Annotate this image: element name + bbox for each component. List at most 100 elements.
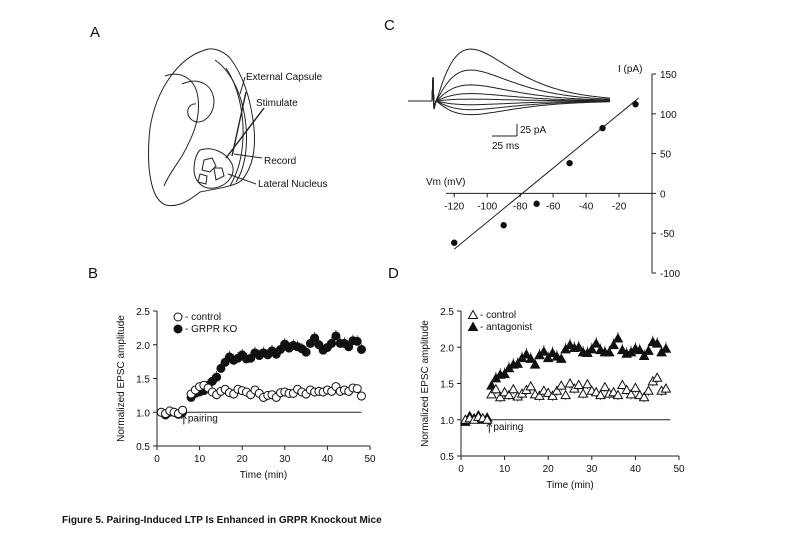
y-axis-label: Normalized EPSC amplitude bbox=[116, 315, 127, 442]
x-tick-label: -60 bbox=[546, 201, 561, 212]
data-point-control bbox=[178, 405, 188, 415]
data-point-antagonist bbox=[547, 347, 558, 358]
current-trace-5 bbox=[408, 76, 610, 110]
ltp-chart-antagonist: 0 10 20 30 40 50 0.5 1.0 1.5 2.0 2.5 Time (min) Norm… bbox=[420, 307, 685, 491]
y-tick-label: 100 bbox=[660, 110, 677, 121]
x-tick-label: -40 bbox=[579, 201, 594, 212]
y-tick-label: 2.5 bbox=[136, 307, 150, 318]
x-tick-label: -20 bbox=[612, 201, 627, 212]
data-point-grpr-ko bbox=[301, 347, 311, 357]
panel-label-b: B bbox=[88, 265, 98, 282]
x-tick-label: -100 bbox=[477, 201, 497, 212]
x-axis-label: Vm (mV) bbox=[426, 177, 465, 188]
data-point-control bbox=[503, 389, 515, 400]
iv-data-point bbox=[533, 200, 540, 207]
x-axis-label: Time (min) bbox=[546, 480, 593, 491]
y-tick-label: 0 bbox=[660, 189, 666, 200]
hippocampus-curve bbox=[181, 80, 215, 123]
legend-marker-control bbox=[173, 312, 183, 322]
x-tick-label: 0 bbox=[154, 454, 160, 465]
amygdala-outline bbox=[193, 148, 234, 189]
data-point-antagonist bbox=[634, 344, 646, 355]
current-trace-4 bbox=[408, 76, 610, 110]
label-external-capsule: External Capsule bbox=[246, 72, 323, 83]
lateral-nucleus-cells bbox=[197, 157, 225, 185]
data-point-antagonist bbox=[612, 333, 624, 343]
scale-time-label: 25 ms bbox=[492, 141, 519, 152]
legend-marker-grpr-ko bbox=[173, 324, 183, 334]
data-point-control bbox=[630, 382, 641, 392]
data-point-control bbox=[599, 381, 611, 392]
y-tick-label: 50 bbox=[660, 150, 672, 161]
y-tick-label: 1.0 bbox=[136, 408, 150, 419]
external-capsule-tract bbox=[225, 67, 244, 187]
ltp-chart-knockout: 0 10 20 30 40 50 0.5 1.0 1.5 2.0 2.5 Time (min) Norm… bbox=[116, 307, 376, 481]
x-axis-label: Time (min) bbox=[240, 470, 287, 481]
data-point-grpr-ko bbox=[216, 363, 226, 373]
brain-slice-schematic bbox=[148, 48, 265, 207]
pairing-label: pairing bbox=[493, 422, 523, 433]
scale-current-label: 25 pA bbox=[520, 125, 546, 136]
data-point-antagonist bbox=[651, 338, 663, 348]
label-record: Record bbox=[264, 156, 296, 167]
data-point-antagonist bbox=[521, 348, 532, 359]
pairing-label: pairing bbox=[188, 414, 218, 425]
data-point-control bbox=[643, 385, 654, 395]
data-point-control bbox=[638, 391, 650, 402]
current-trace-7 bbox=[408, 69, 611, 110]
data-point-antagonist bbox=[586, 343, 598, 354]
iv-data-point bbox=[451, 239, 458, 246]
y-tick-label: 1.0 bbox=[440, 416, 454, 427]
x-tick-label: 40 bbox=[322, 454, 334, 465]
data-point-control bbox=[525, 380, 537, 391]
data-point-grpr-ko bbox=[344, 342, 354, 352]
label-lateral-nucleus: Lateral Nucleus bbox=[258, 179, 327, 190]
data-point-grpr-ko bbox=[356, 344, 366, 354]
current-traces bbox=[408, 48, 611, 116]
record-electrode bbox=[231, 91, 247, 157]
data-point-control bbox=[564, 377, 576, 388]
data-point-antagonist bbox=[525, 353, 537, 363]
data-point-antagonist bbox=[529, 359, 541, 369]
current-trace-1 bbox=[408, 76, 610, 116]
label-line-nucleus bbox=[227, 173, 257, 185]
y-tick-label: 2.0 bbox=[136, 341, 150, 352]
y-tick-label: 0.5 bbox=[136, 442, 150, 453]
data-point-control bbox=[616, 379, 628, 389]
current-trace-3 bbox=[408, 76, 610, 110]
x-tick-label: 30 bbox=[279, 454, 291, 465]
data-point-control bbox=[490, 383, 502, 394]
iv-data-point bbox=[599, 124, 606, 132]
data-point-control bbox=[621, 384, 633, 395]
iv-data-point bbox=[566, 159, 573, 167]
data-point-control bbox=[651, 372, 663, 382]
data-point-control bbox=[481, 414, 493, 424]
legend-label-antagonist: - antagonist bbox=[480, 322, 532, 333]
y-tick-label: 2.5 bbox=[440, 307, 454, 318]
iv-data-point bbox=[500, 222, 507, 229]
y-tick-label: -50 bbox=[660, 229, 675, 240]
x-tick-label: 20 bbox=[543, 464, 555, 475]
figure-caption: Figure 5. Pairing-Induced LTP Is Enhance… bbox=[62, 515, 382, 526]
current-trace-8 bbox=[408, 48, 611, 110]
iv-curve-chart: -120 -100 -80 -60 -40 -20 150 100 50 0 -50 -100 Vm (… bbox=[426, 64, 680, 280]
data-point-grpr-ko bbox=[331, 331, 341, 341]
y-tick-label: 2.0 bbox=[440, 343, 454, 354]
data-point-antagonist bbox=[512, 358, 524, 368]
y-tick-label: 1.5 bbox=[440, 380, 454, 391]
x-tick-label: -80 bbox=[513, 201, 528, 212]
data-point-control bbox=[555, 380, 567, 390]
x-tick-label: 50 bbox=[364, 454, 376, 465]
data-point-control bbox=[625, 388, 637, 399]
data-point-control bbox=[486, 388, 497, 399]
data-point-antagonist bbox=[616, 344, 628, 355]
x-tick-label: 30 bbox=[586, 464, 598, 475]
y-tick-label: 1.5 bbox=[136, 375, 150, 386]
current-trace-2 bbox=[408, 76, 610, 111]
x-tick-label: 40 bbox=[630, 464, 642, 475]
panel-label-c: C bbox=[384, 17, 395, 34]
current-trace-6 bbox=[408, 76, 611, 110]
x-tick-label: 20 bbox=[237, 454, 249, 465]
data-point-grpr-ko bbox=[327, 338, 337, 348]
data-point-control bbox=[573, 379, 585, 389]
